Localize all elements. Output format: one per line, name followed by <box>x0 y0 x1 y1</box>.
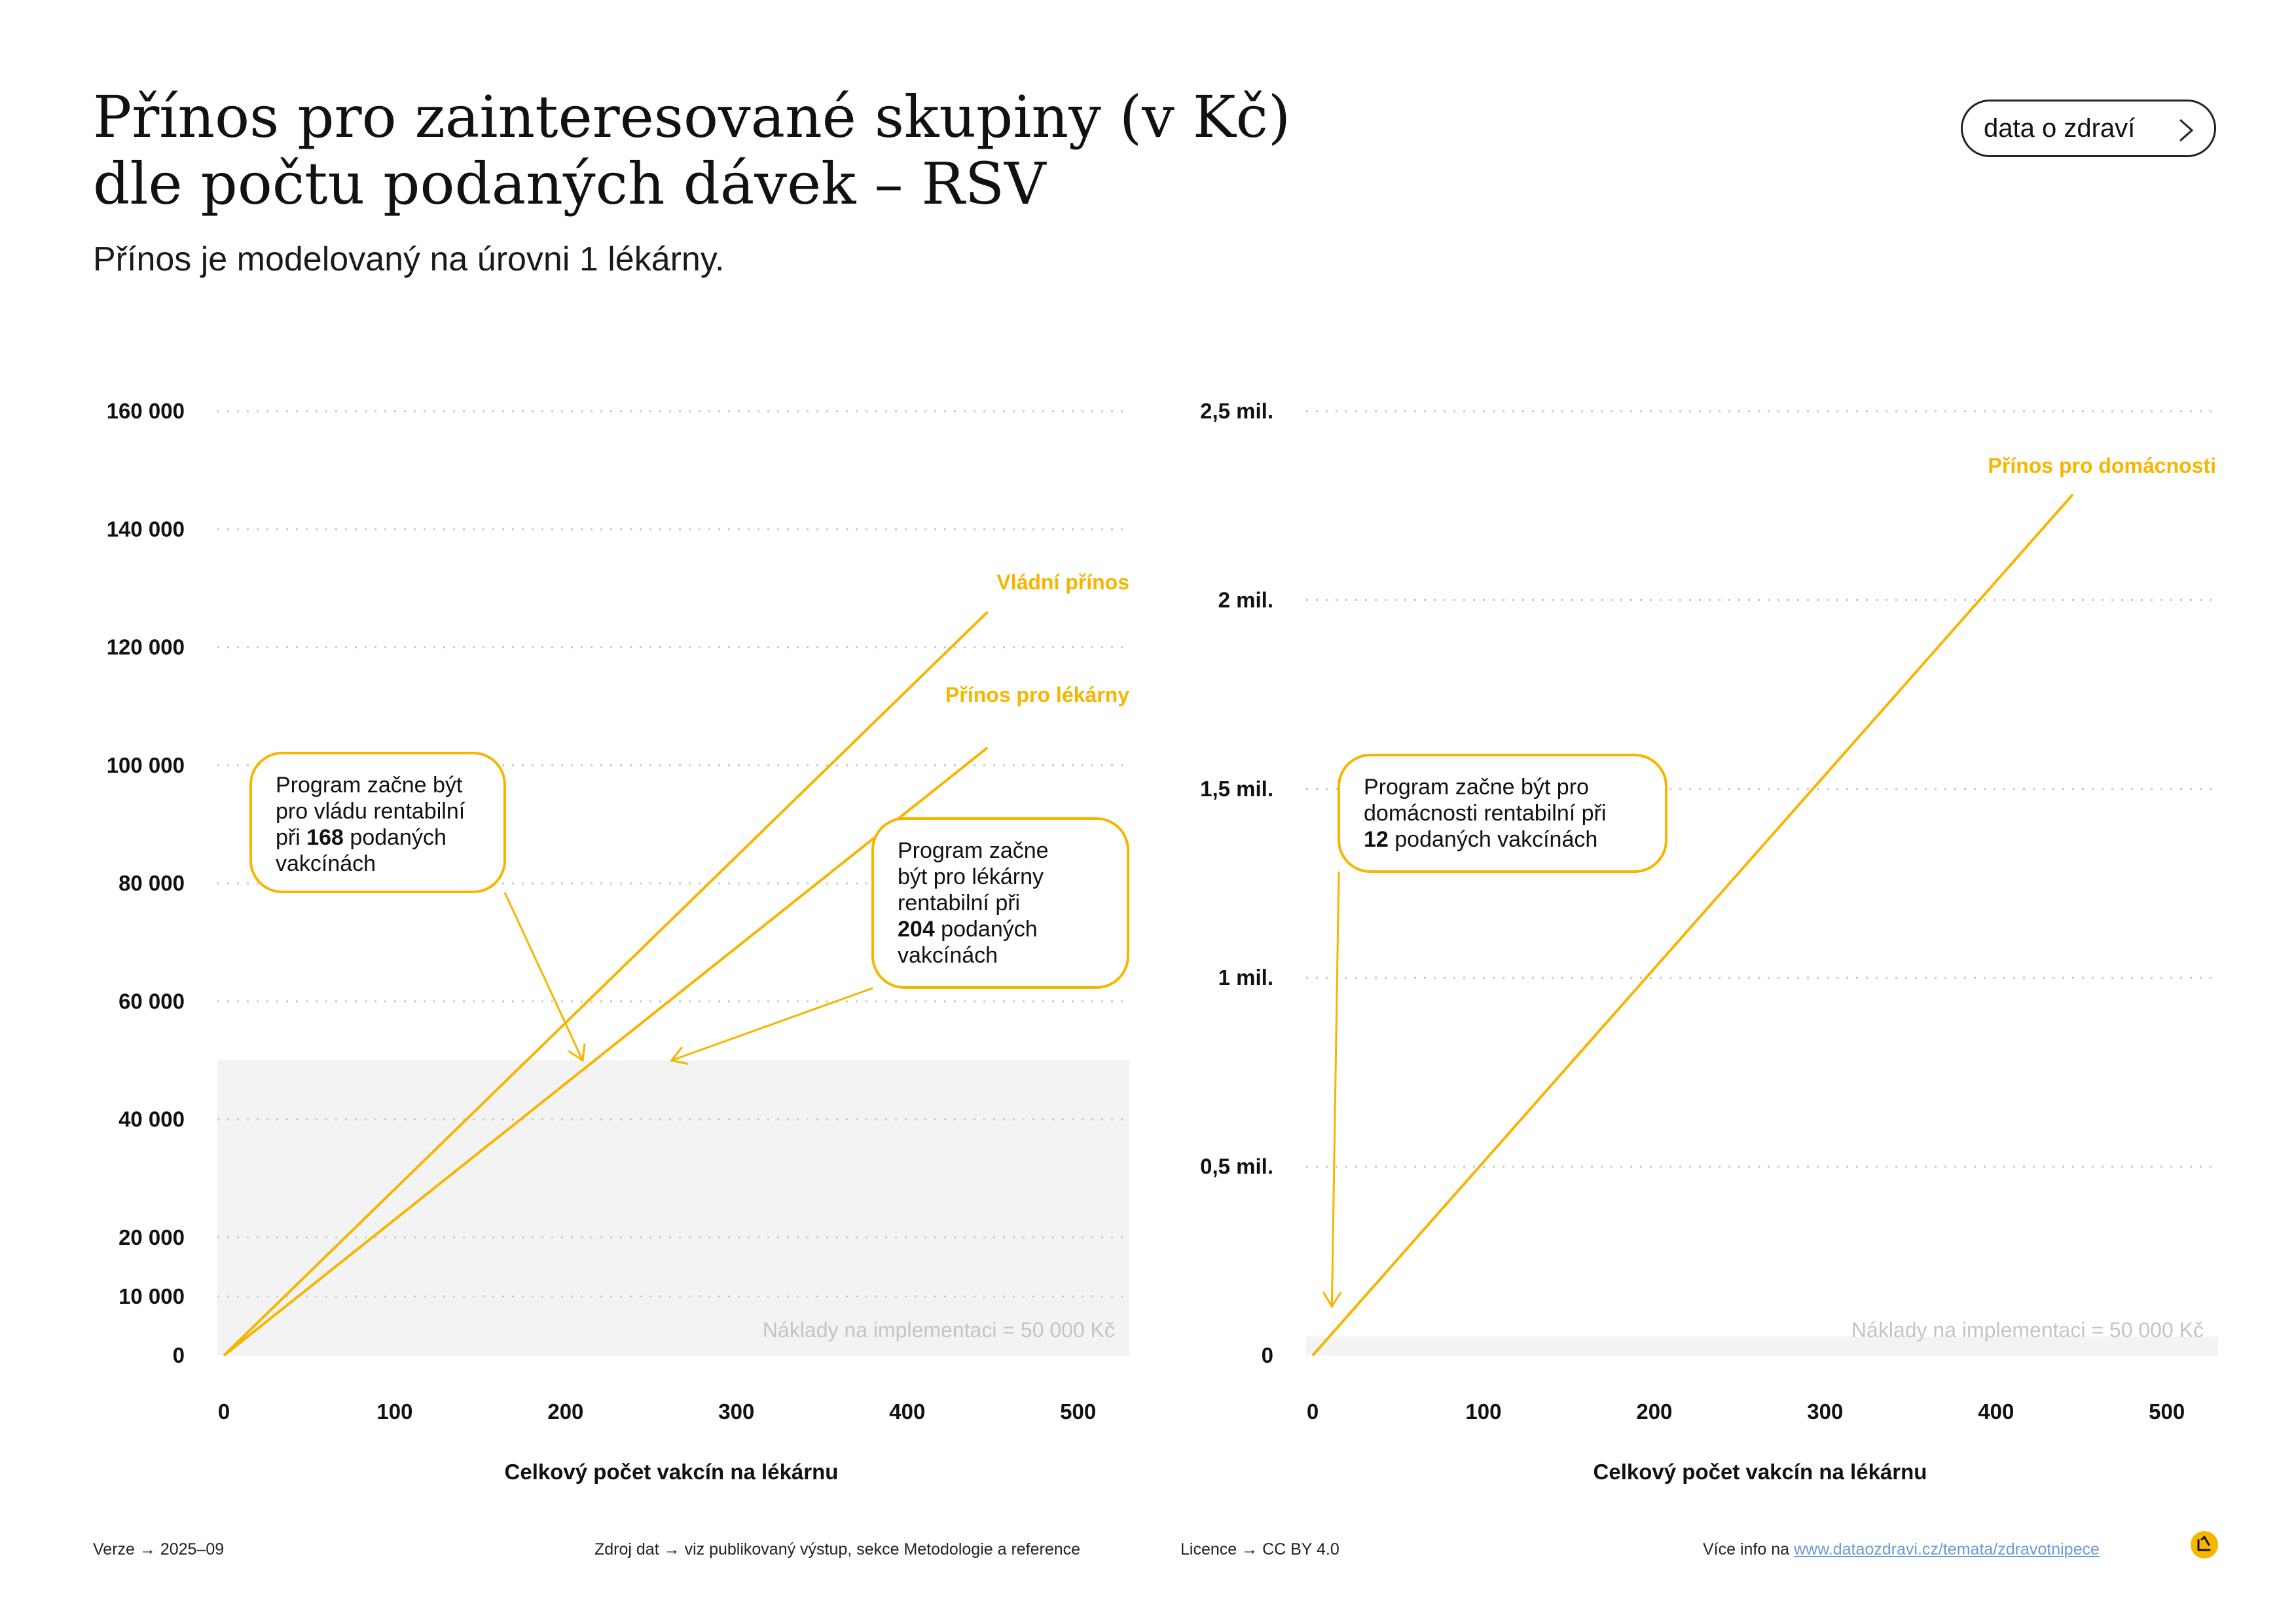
x-axis-label: Celkový počet vakcín na lékárnu <box>505 1460 839 1484</box>
footer-license: Licence → CC BY 4.0 <box>1180 1540 1339 1559</box>
y-tick-label: 2,5 mil. <box>1200 399 1273 423</box>
series-line <box>223 610 989 1357</box>
data-o-zdravi-button[interactable]: data o zdraví <box>1961 100 2216 157</box>
license-label: Licence <box>1180 1540 1237 1559</box>
version-label: Verze <box>93 1540 135 1559</box>
callout-text: vakcínách <box>898 943 998 968</box>
callout-text: 12 podaných vakcínách <box>1364 827 1597 852</box>
x-axis-label: Celkový počet vakcín na lékárnu <box>1594 1460 1927 1484</box>
brand-logo-icon <box>2191 1531 2218 1559</box>
data-o-zdravi-label: data o zdraví <box>1984 113 2136 143</box>
x-tick-label: 500 <box>1060 1399 1096 1424</box>
x-tick-label: 0 <box>1307 1399 1319 1424</box>
callout-arrowhead <box>568 1043 586 1062</box>
y-tick-label: 1 mil. <box>1218 965 1273 989</box>
x-tick-label: 300 <box>718 1399 754 1424</box>
y-tick-label: 60 000 <box>118 989 185 1013</box>
page-subtitle: Přínos je modelovaný na úrovni 1 lékárny… <box>93 240 725 278</box>
y-tick-label: 140 000 <box>107 517 185 541</box>
callout-box <box>249 752 506 893</box>
chevron-right-icon <box>2179 119 2194 142</box>
y-tick-label: 0 <box>1262 1343 1273 1367</box>
source-label: Zdroj dat <box>594 1540 659 1559</box>
x-tick-label: 400 <box>889 1399 925 1424</box>
y-tick-label: 100 000 <box>107 753 185 777</box>
callout-arrowhead <box>1322 1291 1342 1309</box>
source-arrow: → <box>663 1540 680 1559</box>
more-info-label: Více info na <box>1703 1540 1794 1559</box>
callout-text: rentabilní při <box>898 891 1020 915</box>
footer-more-info: Více info na www.dataozdravi.cz/temata/z… <box>1703 1540 2100 1559</box>
series-label: Vládní přínos <box>996 570 1129 594</box>
footer-source: Zdroj dat → viz publikovaný výstup, sekc… <box>594 1540 1080 1559</box>
page-title: Přínos pro zainteresované skupiny (v Kč)… <box>93 84 1290 217</box>
callout-text: Program začne <box>898 838 1049 863</box>
y-tick-label: 80 000 <box>118 871 185 895</box>
y-tick-label: 0,5 mil. <box>1200 1154 1273 1179</box>
callout-text: 204 podaných <box>898 917 1038 942</box>
callout-arrow <box>503 892 584 1061</box>
callout-text: pro vládu rentabilní <box>276 799 465 824</box>
y-tick-label: 40 000 <box>118 1107 185 1132</box>
callout-text: vakcínách <box>276 851 376 876</box>
title-line-2: dle počtu podaných dávek – RSV <box>93 150 1046 217</box>
callout-text: Program začne být pro <box>1364 775 1589 800</box>
y-tick-label: 0 <box>173 1343 185 1367</box>
series-label: Přínos pro domácnosti <box>1988 454 2216 477</box>
cost-band <box>217 1060 1129 1356</box>
version-arrow: → <box>139 1540 156 1559</box>
y-tick-label: 10 000 <box>118 1284 185 1308</box>
cost-band <box>1306 1337 2218 1356</box>
x-tick-label: 200 <box>1636 1399 1672 1424</box>
callout-box <box>1338 754 1667 873</box>
x-tick-label: 500 <box>2149 1399 2185 1424</box>
more-info-link[interactable]: www.dataozdravi.cz/temata/zdravotnipece <box>1793 1540 2100 1559</box>
footer-version: Verze → 2025–09 <box>93 1540 224 1559</box>
y-tick-label: 1,5 mil. <box>1200 777 1273 801</box>
license-value: CC BY 4.0 <box>1262 1540 1339 1559</box>
cost-band-label: Náklady na implementaci = 50 000 Kč <box>763 1318 1115 1342</box>
title-line-1: Přínos pro zainteresované skupiny (v Kč) <box>93 83 1291 151</box>
version-value: 2025–09 <box>160 1540 225 1559</box>
y-tick-label: 120 000 <box>107 635 185 659</box>
license-arrow: → <box>1241 1540 1258 1559</box>
x-tick-label: 300 <box>1807 1399 1843 1424</box>
series-line <box>223 747 989 1357</box>
y-tick-label: 20 000 <box>118 1225 185 1249</box>
y-tick-label: 160 000 <box>107 399 185 423</box>
callout-box <box>871 817 1129 989</box>
source-value: viz publikovaný výstup, sekce Metodologi… <box>684 1540 1081 1559</box>
callout-arrow <box>671 987 873 1061</box>
x-tick-label: 100 <box>376 1399 412 1424</box>
callout-arrowhead <box>669 1046 689 1065</box>
callout-arrow <box>1330 871 1340 1307</box>
callout-text: při 168 podaných <box>276 825 446 850</box>
y-tick-label: 2 mil. <box>1218 587 1273 612</box>
series-label: Přínos pro lékárny <box>945 683 1129 707</box>
x-tick-label: 400 <box>1978 1399 2014 1424</box>
series-line <box>1311 493 2074 1357</box>
x-tick-label: 100 <box>1465 1399 1501 1424</box>
callout-text: Program začne být <box>276 773 463 798</box>
callout-text: domácnosti rentabilní při <box>1364 801 1606 826</box>
callout-text: být pro lékárny <box>898 864 1044 889</box>
x-tick-label: 200 <box>547 1399 583 1424</box>
cost-band-label: Náklady na implementaci = 50 000 Kč <box>1851 1318 2204 1342</box>
x-tick-label: 0 <box>218 1399 230 1424</box>
